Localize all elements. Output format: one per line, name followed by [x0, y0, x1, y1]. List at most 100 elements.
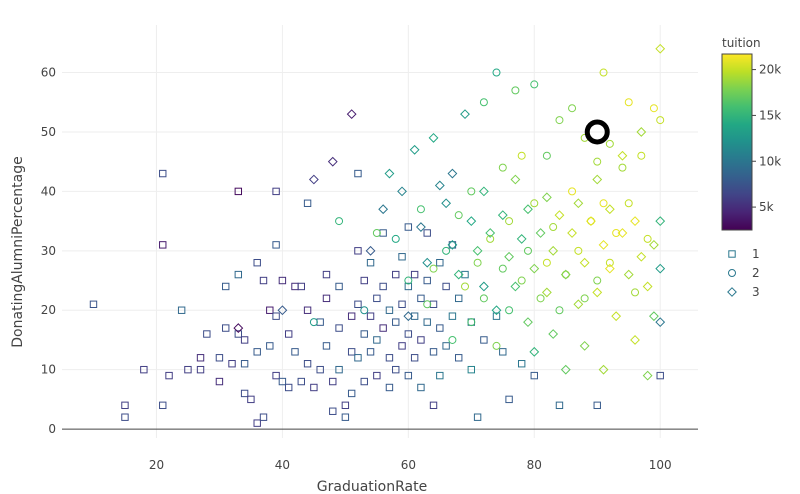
data-point-square — [354, 247, 362, 255]
data-point-circle — [391, 234, 400, 243]
data-point-circle — [599, 68, 608, 77]
data-point-diamond — [523, 204, 533, 215]
x-tick-labels: 20 40 60 80 100 — [149, 458, 672, 472]
data-point-square — [259, 276, 268, 285]
data-point-circle — [593, 276, 602, 285]
x-tick-label: 80 — [527, 458, 542, 472]
data-point-circle — [498, 264, 507, 273]
y-tick-label: 30 — [41, 244, 56, 258]
data-point-circle — [530, 199, 539, 208]
data-point-circle — [309, 318, 318, 327]
data-point-square — [505, 395, 513, 404]
data-point-diamond — [378, 204, 389, 215]
data-point-square — [436, 258, 444, 267]
data-point-diamond — [497, 210, 508, 221]
data-point-square — [404, 223, 413, 231]
data-point-diamond — [384, 168, 395, 179]
data-point-circle — [461, 282, 470, 291]
data-point-circle — [568, 187, 577, 196]
data-point-circle — [612, 228, 621, 237]
data-point-square — [316, 318, 324, 326]
data-point-diamond — [567, 228, 577, 238]
legend-symbol-diamond — [727, 287, 737, 297]
data-point-square — [448, 312, 457, 320]
data-point-square — [291, 282, 299, 291]
data-point-square — [448, 241, 457, 249]
data-point-square — [467, 365, 476, 374]
x-tick-label: 100 — [649, 458, 672, 472]
data-point-circle — [473, 258, 482, 267]
x-axis-title: GraduationRate — [317, 479, 427, 494]
data-point-diamond — [403, 311, 414, 322]
data-point-square — [429, 300, 438, 308]
data-point-diamond — [504, 251, 514, 262]
data-point-square — [517, 360, 526, 368]
data-point-diamond — [554, 210, 565, 221]
data-point-square — [379, 229, 387, 237]
data-point-diamond — [630, 335, 640, 345]
data-point-square — [316, 365, 324, 374]
data-point-circle — [454, 211, 463, 220]
data-point-circle — [467, 187, 476, 196]
data-point-square — [297, 377, 305, 386]
data-point-circle — [492, 341, 501, 350]
data-point-square — [436, 371, 444, 380]
data-point-square — [177, 306, 186, 314]
data-point-square — [423, 229, 431, 237]
data-point-diamond — [636, 251, 647, 262]
data-point-diamond — [617, 150, 628, 161]
colorbar: tuition 5k 10k 15k 20k — [721, 36, 781, 231]
data-point-circle — [517, 276, 526, 285]
data-point-diamond — [604, 263, 615, 274]
data-point-diamond — [655, 43, 666, 54]
data-point-square — [322, 270, 331, 279]
data-point-square — [89, 300, 98, 308]
data-point-diamond — [485, 228, 496, 238]
data-point-square — [165, 371, 173, 380]
data-point-square — [184, 365, 192, 374]
data-point-circle — [498, 163, 507, 172]
data-point-square — [417, 294, 425, 303]
data-point-diamond — [573, 299, 584, 310]
data-point-square — [266, 342, 274, 350]
data-point-square — [347, 312, 356, 320]
data-point-circle — [656, 116, 665, 125]
data-point-square — [303, 199, 312, 207]
x-tick-label: 60 — [401, 458, 416, 472]
data-point-square — [480, 336, 488, 344]
colorbar-tick-label: 15k — [759, 108, 781, 122]
data-point-square — [310, 383, 318, 392]
data-point-square — [121, 401, 129, 410]
data-point-square — [234, 330, 243, 338]
colorbar-tick-label: 20k — [759, 63, 781, 77]
data-point-square — [423, 318, 431, 326]
data-point-diamond — [409, 144, 420, 155]
data-point-diamond — [598, 364, 609, 375]
data-point-diamond — [277, 305, 288, 316]
data-point-square — [385, 354, 394, 362]
y-tick-label: 10 — [41, 363, 56, 377]
data-point-circle — [624, 98, 633, 107]
data-point-square — [159, 169, 167, 178]
data-point-diamond — [516, 234, 527, 244]
data-point-diamond — [529, 346, 540, 357]
data-point-square — [297, 282, 305, 291]
data-point-circle — [492, 68, 501, 77]
data-point-diamond — [649, 311, 659, 322]
data-point-square — [278, 276, 287, 285]
data-point-square — [234, 187, 243, 196]
data-point-square — [429, 348, 438, 356]
data-point-square — [228, 360, 236, 368]
y-tick-label: 60 — [41, 66, 56, 80]
data-point-square — [272, 187, 280, 196]
data-point-circle — [555, 306, 564, 315]
data-point-diamond — [560, 364, 571, 375]
data-point-square — [366, 312, 375, 320]
data-point-circle — [536, 294, 545, 303]
data-point-circle — [517, 151, 526, 160]
data-point-diamond — [655, 317, 666, 328]
data-point-square — [196, 365, 205, 374]
data-point-diamond — [478, 281, 489, 292]
data-point-square — [366, 258, 375, 267]
data-point-square — [373, 371, 381, 380]
